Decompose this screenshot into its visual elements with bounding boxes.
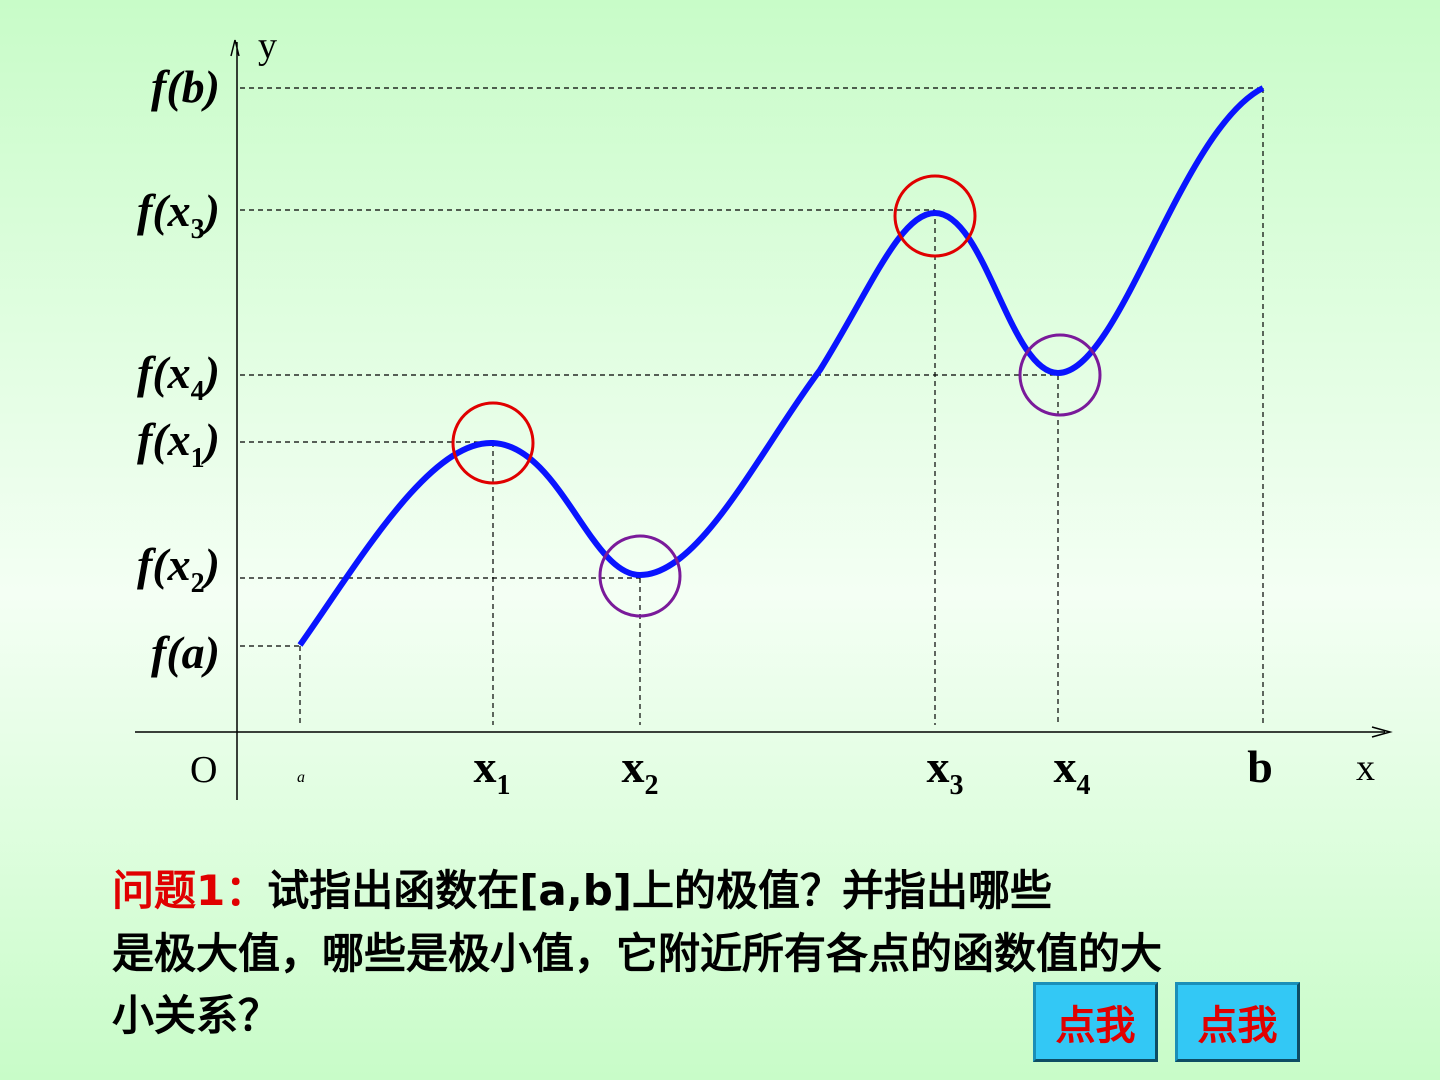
label-text: f(x <box>137 347 191 398</box>
label-text: f(a) <box>151 627 220 678</box>
question-prefix: 问题1： <box>112 866 267 915</box>
axis-label: f(x3) <box>137 185 220 245</box>
min-marker <box>598 534 682 618</box>
max-marker <box>893 174 977 258</box>
label-text: f(x <box>137 414 191 465</box>
label-text: f(x <box>137 539 191 590</box>
axis-label: f(a) <box>151 627 220 678</box>
subscript: 1 <box>497 770 511 801</box>
label-text: f(x <box>137 185 191 236</box>
max-marker <box>451 401 535 485</box>
question-line: 小关系？ <box>112 991 280 1040</box>
origin-label: O <box>190 749 217 791</box>
axis-label: x1 <box>474 741 511 801</box>
y-axis <box>230 39 240 800</box>
label-text: x <box>1054 741 1077 792</box>
subscript: 2 <box>645 770 659 801</box>
axis-label: b <box>1247 741 1273 792</box>
label-text: ) <box>201 347 220 398</box>
x-labels: a x1 x2 x3 x4 b <box>297 741 1273 801</box>
x-axis-label: x <box>1356 747 1375 789</box>
label-text: x <box>622 741 645 792</box>
subscript: 4 <box>191 376 205 407</box>
subscript: 3 <box>950 770 964 801</box>
axis-label: f(x2) <box>137 539 220 599</box>
min-marker <box>1018 333 1102 417</box>
button[interactable]: 点我 <box>1033 982 1158 1062</box>
axis-label: x2 <box>622 741 659 801</box>
label-text: ) <box>201 539 220 590</box>
curve <box>297 85 1265 647</box>
subscript: 2 <box>191 568 205 599</box>
subscript: 1 <box>191 443 205 474</box>
question-line: 问题1：试指出函数在[a,b]上的极值？并指出哪些 <box>112 866 1052 915</box>
subscript: 4 <box>1077 770 1091 801</box>
axis-label: f(x1) <box>137 414 220 474</box>
axis-label: x3 <box>927 741 964 801</box>
axis-label: x4 <box>1054 741 1091 801</box>
question-text: 试指出函数在[a,b]上的极值？并指出哪些 <box>267 866 1052 915</box>
label-text: a <box>297 769 305 786</box>
y-labels: f(b)f(x3)f(x4)f(x1)f(x2)f(a) <box>137 61 220 678</box>
label-text: f(b) <box>151 61 220 112</box>
question-line: 是极大值，哪些是极小值，它附近所有各点的函数值的大 <box>112 929 1162 978</box>
axis-label: f(x4) <box>137 347 220 407</box>
guides <box>240 87 1264 725</box>
label-text: b <box>1247 741 1273 792</box>
label-text: x <box>927 741 950 792</box>
label-text: ) <box>201 414 220 465</box>
y-axis-label: y <box>258 25 277 67</box>
axis-label: f(b) <box>151 61 220 112</box>
subscript: 3 <box>191 214 205 245</box>
label-text: x <box>474 741 497 792</box>
axis-label: a <box>297 769 305 786</box>
button[interactable]: 点我 <box>1175 982 1300 1062</box>
label-text: ) <box>201 185 220 236</box>
x-axis <box>135 726 1393 738</box>
